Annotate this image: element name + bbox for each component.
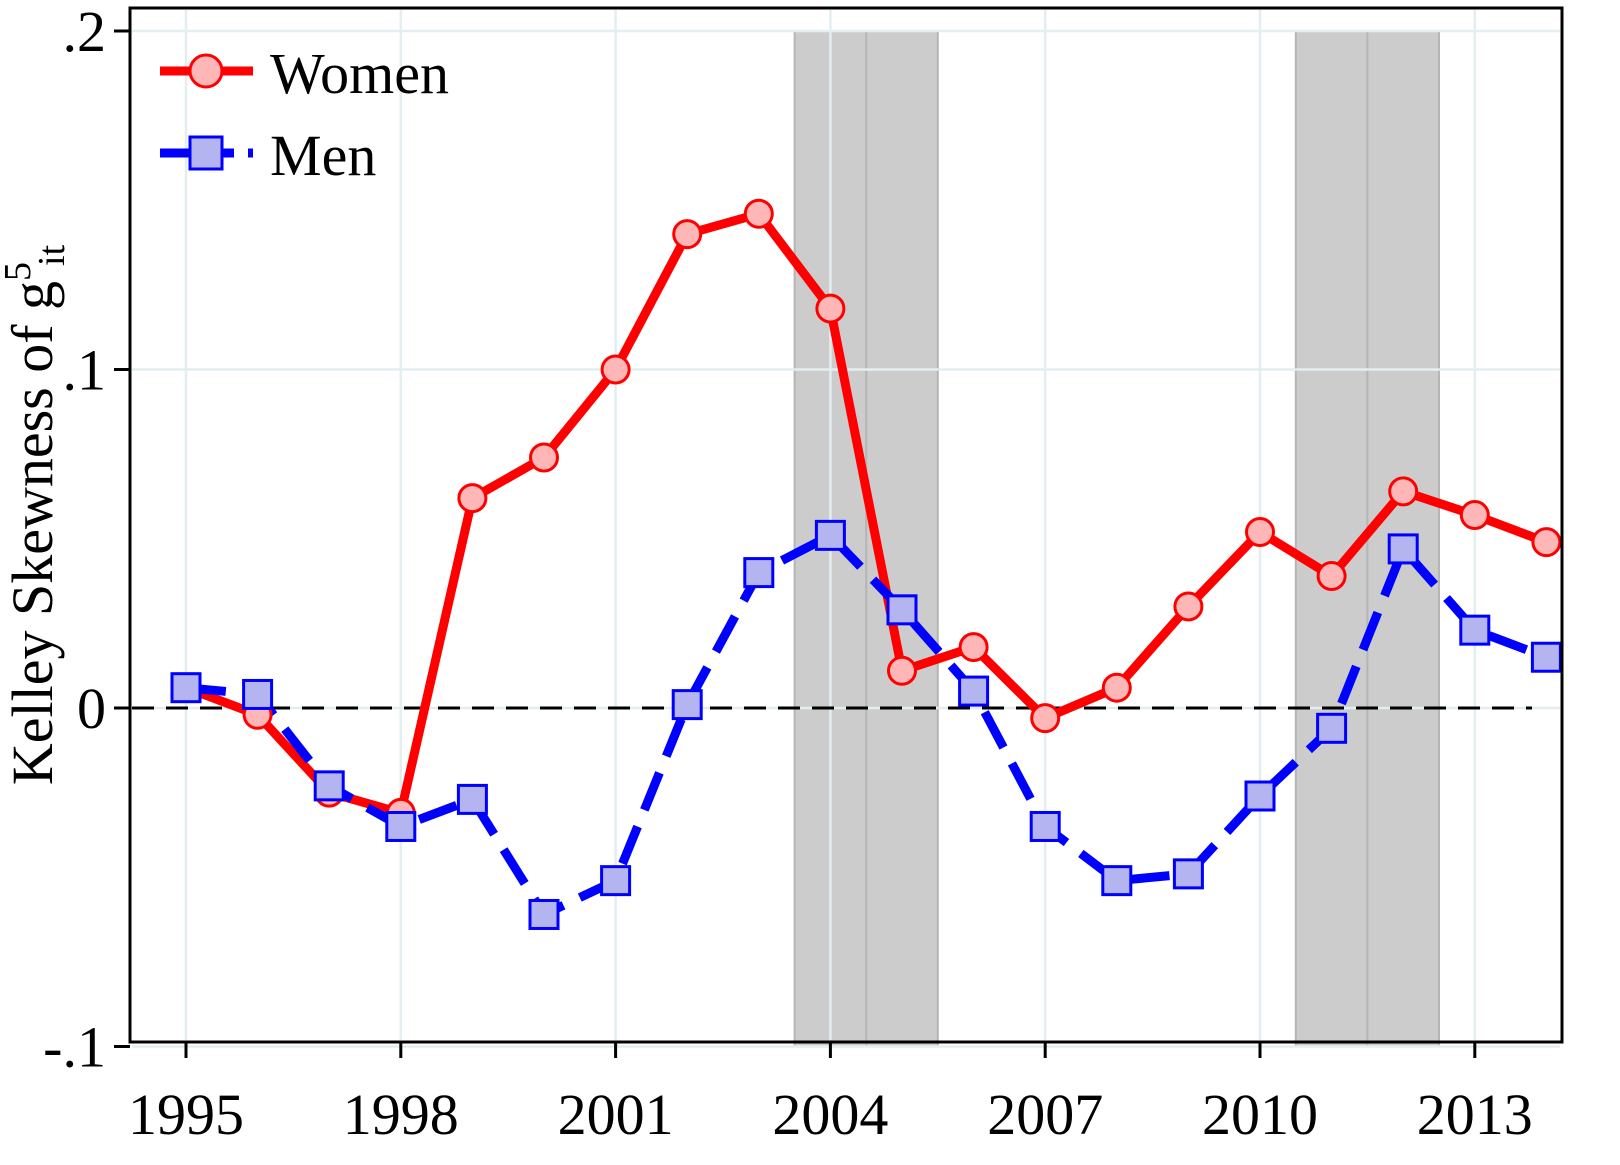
point-men [886, 594, 918, 626]
point-women [958, 632, 989, 663]
legend: Women Men [160, 41, 449, 188]
point-women [600, 354, 631, 385]
point-men [743, 557, 775, 589]
x-tick-label: 1995 [128, 1082, 244, 1147]
point-men [814, 519, 846, 551]
point-men [1316, 712, 1348, 744]
point-men [1101, 865, 1133, 897]
point-women [1388, 476, 1419, 507]
point-women [1316, 560, 1347, 591]
x-tick-label: 1998 [343, 1082, 459, 1147]
legend-men-label: Men [270, 123, 376, 188]
x-tick-label: 2007 [987, 1082, 1103, 1147]
point-women [815, 293, 846, 324]
point-men [1459, 614, 1491, 646]
point-women [1101, 672, 1132, 703]
point-women [887, 655, 917, 686]
y-tick-label: -.1 [43, 1015, 106, 1080]
series-markers [170, 198, 1562, 930]
point-men [528, 898, 560, 930]
point-women [743, 198, 774, 229]
point-men [671, 689, 703, 721]
y-axis-title-main: Kelley Skewness of g [0, 281, 65, 785]
axis-ticks [114, 29, 1477, 1058]
point-women [1459, 500, 1490, 531]
point-women [1030, 703, 1061, 734]
x-tick-label: 2013 [1417, 1082, 1533, 1147]
x-tick-label: 2010 [1202, 1082, 1318, 1147]
point-men [1244, 780, 1276, 812]
legend-women-marker [188, 53, 224, 89]
point-men [242, 678, 274, 710]
point-women [457, 483, 488, 514]
point-women [529, 442, 559, 473]
point-men [958, 675, 990, 707]
y-axis-title-subscript: it [31, 244, 73, 266]
x-tick-label: 2004 [772, 1082, 888, 1147]
point-men [1172, 858, 1204, 890]
point-men [313, 770, 345, 802]
plot-frame [128, 6, 1564, 1044]
axis-tick-labels: 1995 1998 2001 2004 2007 2010 2013 -.1 0 .1 .2 [43, 0, 1533, 1147]
y-axis-title: Kelley Skewness of g5it [0, 244, 73, 785]
point-men [600, 865, 632, 897]
point-women [672, 219, 703, 250]
point-women [1245, 516, 1275, 547]
point-men [1530, 641, 1562, 673]
x-tick-label: 2001 [558, 1082, 674, 1147]
y-tick-label: 0 [77, 676, 106, 741]
legend-men-marker [188, 135, 224, 171]
point-women [1173, 591, 1204, 622]
point-men [456, 783, 488, 815]
point-men [170, 672, 202, 704]
point-men [1387, 533, 1419, 565]
point-women [1531, 527, 1562, 558]
y-axis-title-superscript: 5 [0, 262, 39, 281]
point-men [385, 810, 417, 842]
point-men [1029, 810, 1061, 842]
y-tick-label: .2 [63, 0, 107, 64]
y-tick-label: .1 [63, 338, 107, 403]
legend-women-label: Women [270, 41, 449, 106]
